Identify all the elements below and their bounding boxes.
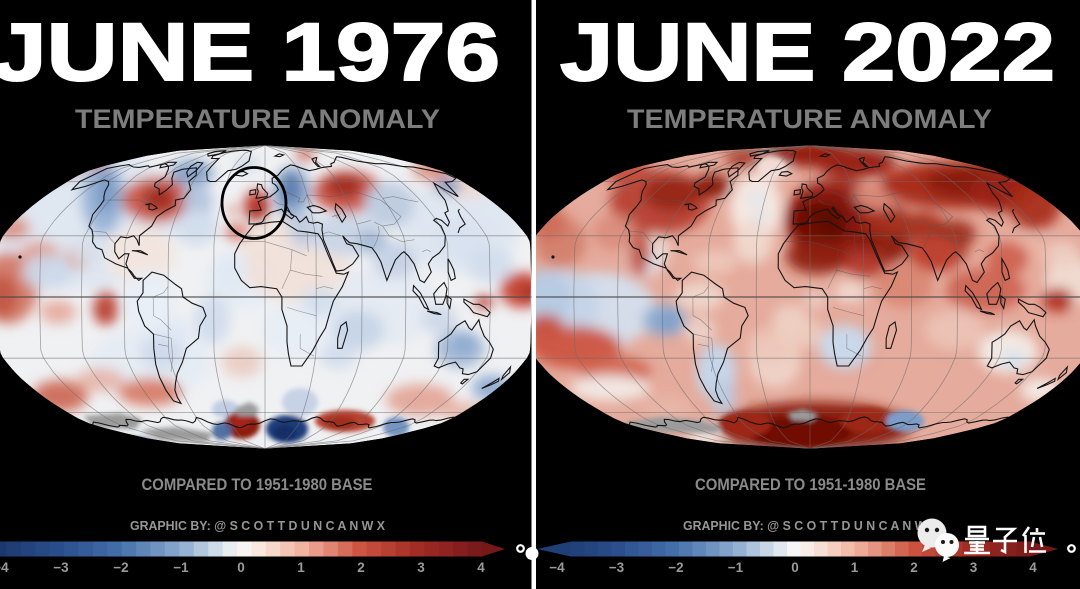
- svg-text:GRAPHIC BY: @ S C O T T D U N: GRAPHIC BY: @ S C O T T D U N C A N W X: [683, 518, 938, 533]
- svg-text:3: 3: [417, 560, 425, 575]
- svg-text:JUNE 1976: JUNE 1976: [0, 7, 500, 98]
- svg-text:−1: −1: [173, 560, 189, 575]
- svg-text:4: 4: [1029, 560, 1037, 575]
- svg-text:2: 2: [910, 560, 918, 575]
- svg-text:0: 0: [791, 560, 799, 575]
- svg-text:COMPARED TO 1951-1980 BASE: COMPARED TO 1951-1980 BASE: [142, 475, 373, 494]
- svg-text:3: 3: [970, 560, 978, 575]
- svg-text:−1: −1: [728, 560, 744, 575]
- svg-text:−3: −3: [53, 560, 69, 575]
- svg-text:−3: −3: [609, 560, 625, 575]
- svg-text:1: 1: [297, 560, 305, 575]
- svg-text:TEMPERATURE ANOMALY: TEMPERATURE ANOMALY: [627, 104, 992, 134]
- svg-text:GRAPHIC BY: @ S C O T T D U N: GRAPHIC BY: @ S C O T T D U N C A N W X: [130, 518, 385, 533]
- svg-text:JUNE 2022: JUNE 2022: [560, 7, 1055, 98]
- svg-text:−4: −4: [549, 560, 565, 575]
- svg-text:1: 1: [851, 560, 859, 575]
- svg-text:TEMPERATURE ANOMALY: TEMPERATURE ANOMALY: [75, 104, 440, 134]
- svg-text:2: 2: [357, 560, 365, 575]
- svg-text:4: 4: [477, 560, 485, 575]
- svg-text:−2: −2: [113, 560, 128, 575]
- svg-text:COMPARED TO 1951-1980 BASE: COMPARED TO 1951-1980 BASE: [695, 475, 926, 494]
- svg-text:−2: −2: [668, 560, 683, 575]
- svg-text:−4: −4: [0, 560, 9, 575]
- svg-text:0: 0: [237, 560, 245, 575]
